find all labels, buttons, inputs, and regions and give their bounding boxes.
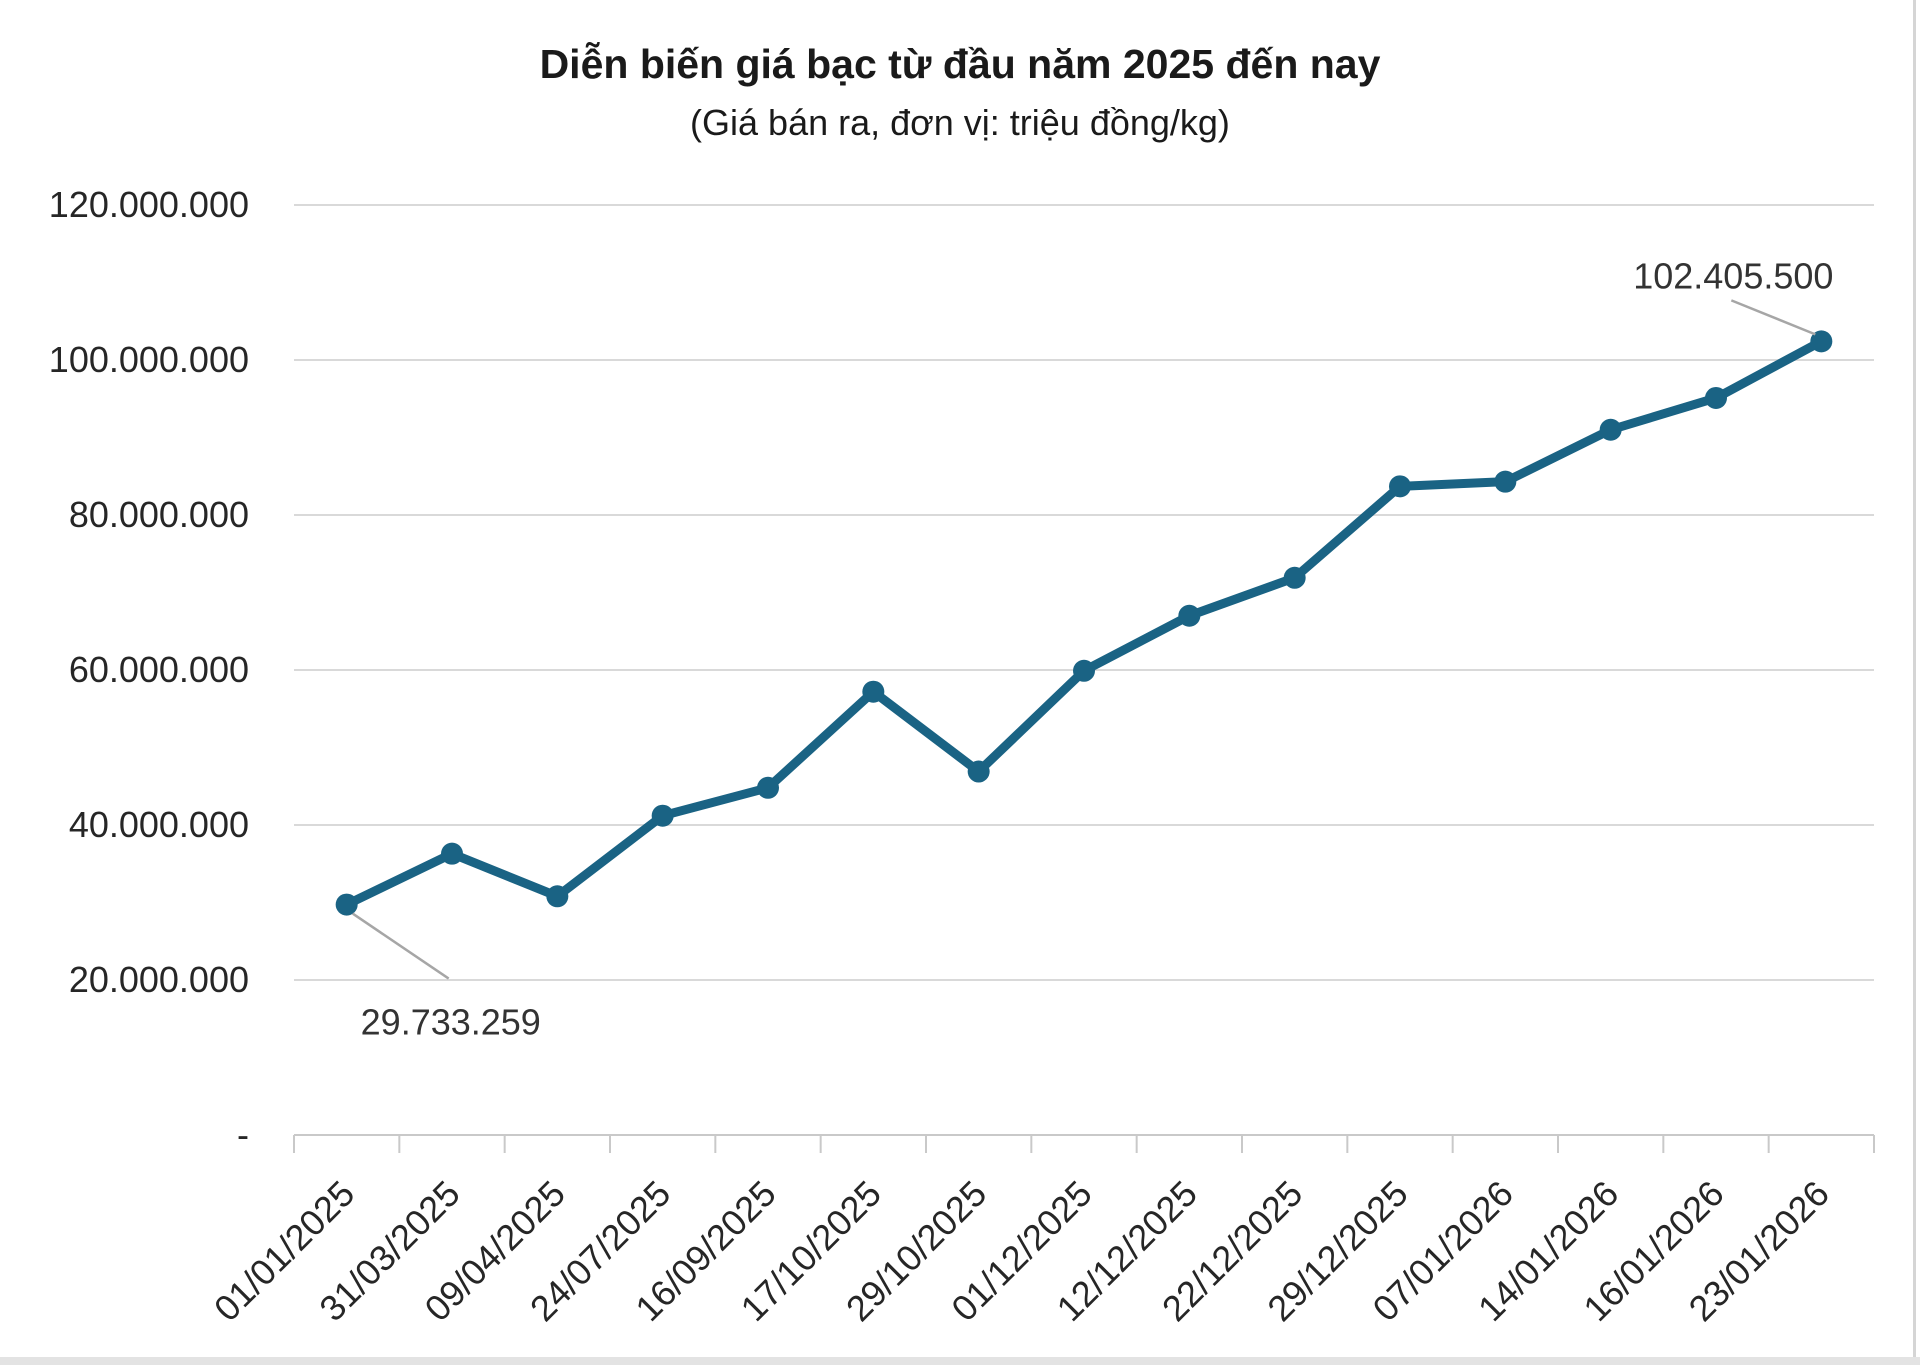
data-point-marker bbox=[1073, 659, 1095, 682]
data-point-marker bbox=[1599, 418, 1622, 441]
y-axis-tick-label: - bbox=[237, 1114, 249, 1155]
axes-group bbox=[293, 1134, 1875, 1153]
data-point-marker bbox=[651, 804, 674, 827]
y-axis-tick-label: 120.000.000 bbox=[49, 184, 249, 225]
annotation-label: 102.405.500 bbox=[1633, 255, 1833, 296]
data-point-marker bbox=[757, 776, 779, 799]
chart-title: Diễn biến giá bạc từ đầu năm 2025 đến na… bbox=[540, 41, 1381, 87]
data-point-marker bbox=[1810, 330, 1833, 353]
series-group bbox=[335, 330, 1833, 916]
gridlines-group bbox=[294, 204, 1874, 981]
data-point-marker bbox=[1283, 566, 1306, 589]
chart-subtitle: (Giá bán ra, đơn vị: triệu đồng/kg) bbox=[690, 102, 1230, 143]
y-axis-tick-label: 20.000.000 bbox=[69, 959, 249, 1000]
y-axis-tick-label: 60.000.000 bbox=[69, 649, 249, 690]
data-point-marker bbox=[1705, 386, 1727, 409]
y-axis-tick-label: 40.000.000 bbox=[69, 804, 249, 845]
y-axis-tick-label: 80.000.000 bbox=[69, 494, 249, 535]
data-point-marker bbox=[1178, 604, 1201, 627]
price-line bbox=[342, 336, 1826, 910]
data-point-marker bbox=[1389, 475, 1411, 498]
data-point-marker bbox=[967, 760, 990, 783]
data-point-marker bbox=[1494, 470, 1517, 493]
page-right-border bbox=[1913, 0, 1916, 1365]
data-point-marker bbox=[441, 842, 463, 865]
data-point-marker bbox=[862, 680, 885, 703]
data-point-marker bbox=[546, 885, 569, 908]
page-bottom-scrollbar bbox=[0, 1357, 1920, 1365]
annotation-leader-line bbox=[1730, 299, 1816, 336]
data-point-marker bbox=[335, 893, 358, 916]
y-axis-tick-label: 100.000.000 bbox=[49, 339, 249, 380]
annotations-group: 29.733.259 102.405.500 bbox=[351, 255, 1833, 1043]
annotation-leader-line bbox=[351, 912, 450, 980]
annotation-label: 29.733.259 bbox=[361, 1002, 541, 1043]
axis-labels-group: 120.000.000 100.000.000 80.000.000 60.000.0… bbox=[49, 184, 1837, 1329]
